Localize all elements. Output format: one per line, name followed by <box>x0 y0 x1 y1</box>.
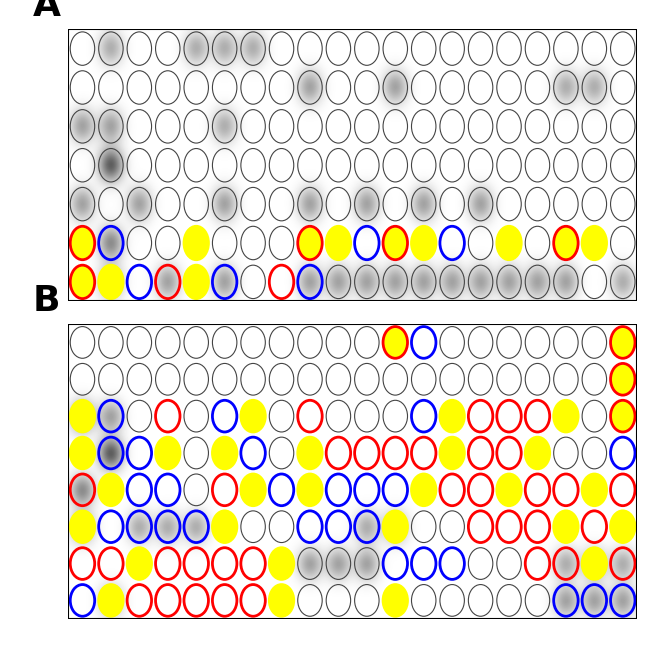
Circle shape <box>582 226 606 260</box>
Text: B: B <box>32 284 60 318</box>
Text: A: A <box>32 0 60 23</box>
Circle shape <box>99 265 123 299</box>
Circle shape <box>99 584 123 616</box>
Circle shape <box>99 474 123 505</box>
Circle shape <box>269 584 294 616</box>
Circle shape <box>241 400 265 432</box>
Circle shape <box>383 511 408 542</box>
Circle shape <box>241 474 265 505</box>
Circle shape <box>155 437 180 469</box>
Circle shape <box>70 511 95 542</box>
Circle shape <box>440 437 464 469</box>
Circle shape <box>127 548 151 579</box>
Circle shape <box>525 437 550 469</box>
Circle shape <box>298 226 322 260</box>
Circle shape <box>610 364 635 395</box>
Circle shape <box>213 511 237 542</box>
Circle shape <box>269 548 294 579</box>
Circle shape <box>610 511 635 542</box>
Circle shape <box>497 226 521 260</box>
Circle shape <box>298 474 322 505</box>
Circle shape <box>213 437 237 469</box>
Circle shape <box>582 474 606 505</box>
Circle shape <box>440 400 464 432</box>
Circle shape <box>497 474 521 505</box>
Circle shape <box>411 226 436 260</box>
Circle shape <box>383 327 408 358</box>
Circle shape <box>554 400 578 432</box>
Circle shape <box>383 226 408 260</box>
Circle shape <box>411 474 436 505</box>
Circle shape <box>554 226 578 260</box>
Circle shape <box>326 226 350 260</box>
Circle shape <box>610 400 635 432</box>
Circle shape <box>554 511 578 542</box>
Circle shape <box>298 437 322 469</box>
Circle shape <box>70 437 95 469</box>
Circle shape <box>70 265 95 299</box>
Circle shape <box>184 226 209 260</box>
Circle shape <box>610 327 635 358</box>
Circle shape <box>383 584 408 616</box>
Circle shape <box>582 548 606 579</box>
Circle shape <box>70 226 95 260</box>
Circle shape <box>70 400 95 432</box>
Circle shape <box>184 265 209 299</box>
